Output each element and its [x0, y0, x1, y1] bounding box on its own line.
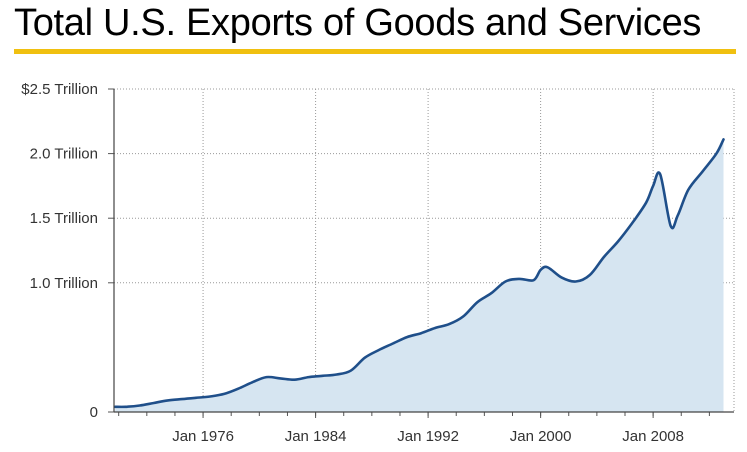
- x-tick-label: Jan 2000: [510, 428, 572, 445]
- y-tick-label: 1.5 Trillion: [30, 210, 98, 227]
- series-line: [113, 138, 725, 409]
- y-tick-label: 1.0 Trillion: [30, 275, 98, 292]
- x-tick-label: Jan 1992: [397, 428, 459, 445]
- y-tick-label: 0: [90, 404, 98, 421]
- x-axis-ticks: Jan 1976 Jan 1984 Jan 1992 Jan 2000 Jan 2008: [172, 428, 684, 445]
- series-area: [115, 139, 724, 412]
- x-tick-label: Jan 2008: [622, 428, 684, 445]
- y-tick-label: $2.5 Trillion: [21, 81, 98, 98]
- y-axis-ticks: 0 1.0 Trillion 1.5 Trillion 2.0 Trillion $2.…: [21, 81, 98, 421]
- page-title: Total U.S. Exports of Goods and Services: [14, 2, 702, 44]
- x-tick-label: Jan 1976: [172, 428, 234, 445]
- title-underline: [14, 49, 736, 54]
- x-tick-label: Jan 1984: [285, 428, 347, 445]
- y-tick-label: 2.0 Trillion: [30, 146, 98, 163]
- axes: [108, 88, 734, 418]
